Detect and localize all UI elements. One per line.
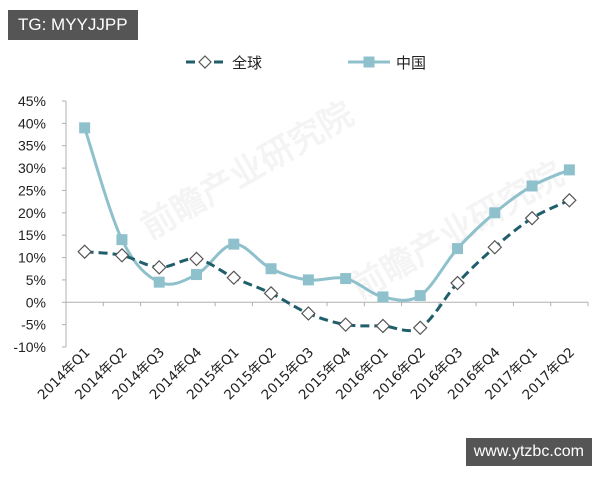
- watermark-text: 前瞻产业研究院: [135, 94, 361, 248]
- data-point-global: [114, 247, 130, 263]
- data-point-china: [116, 234, 128, 246]
- data-point-china: [153, 276, 165, 288]
- y-tick-label: -10%: [13, 339, 46, 355]
- legend-label-global: 全球: [232, 54, 262, 72]
- data-point-global: [338, 317, 353, 332]
- data-point-china: [302, 274, 314, 286]
- data-point-china: [191, 269, 202, 281]
- data-point-china: [228, 238, 240, 250]
- legend-label-china: 中国: [396, 54, 426, 72]
- y-tick-label: 15%: [18, 227, 46, 243]
- series-line-global: [84, 198, 571, 333]
- data-point-global: [226, 270, 242, 286]
- data-point-global: [375, 318, 391, 334]
- data-point-china: [489, 207, 501, 219]
- data-point-china: [340, 273, 352, 285]
- y-tick-label: 20%: [18, 205, 46, 221]
- data-point-china: [452, 243, 463, 255]
- y-tick-label: 30%: [18, 160, 46, 176]
- data-point-global: [189, 251, 204, 267]
- data-point-china: [414, 290, 426, 302]
- data-point-global: [301, 306, 316, 321]
- data-point-global: [263, 285, 279, 301]
- source-url-label: www.ytzbc.com: [465, 438, 592, 466]
- y-tick-label: 40%: [18, 115, 46, 131]
- data-point-global: [151, 260, 167, 275]
- legend-marker-global: [198, 55, 212, 69]
- data-point-global: [487, 239, 503, 255]
- y-tick-label: 45%: [18, 93, 46, 109]
- data-point-china: [377, 291, 389, 303]
- data-point-global: [77, 244, 92, 260]
- legend-marker-china: [363, 56, 375, 68]
- data-point-china: [265, 263, 277, 275]
- data-point-china: [526, 180, 538, 192]
- y-tick-label: 35%: [18, 138, 46, 154]
- data-point-china: [79, 122, 91, 134]
- data-point-global: [450, 275, 465, 291]
- y-tick-label: 10%: [18, 250, 46, 266]
- data-point-global: [412, 320, 428, 336]
- y-tick-label: 25%: [18, 182, 46, 198]
- series-markers: [77, 122, 577, 336]
- y-tick-label: 5%: [26, 272, 46, 288]
- y-tick-label: 0%: [26, 294, 46, 310]
- data-point-china: [563, 164, 575, 176]
- data-point-global: [524, 210, 540, 226]
- y-tick-label: -5%: [21, 317, 46, 333]
- top-left-label: TG: MYYJJPP: [8, 10, 138, 40]
- data-point-global: [562, 192, 577, 208]
- legend: 全球 中国: [186, 54, 426, 72]
